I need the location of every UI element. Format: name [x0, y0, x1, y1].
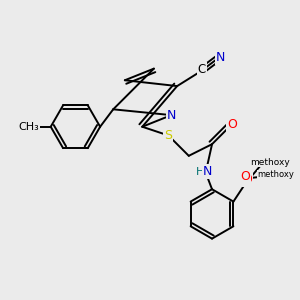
Text: N: N — [167, 109, 176, 122]
Text: H: H — [196, 167, 204, 177]
Text: O: O — [241, 170, 250, 183]
Text: C: C — [198, 63, 206, 76]
Text: O: O — [227, 118, 237, 131]
Text: N: N — [203, 165, 212, 178]
Text: S: S — [164, 129, 172, 142]
Text: CH₃: CH₃ — [19, 122, 39, 132]
Text: N: N — [216, 50, 225, 64]
Text: O: O — [242, 173, 252, 186]
Text: methoxy: methoxy — [257, 170, 294, 179]
Text: methoxy: methoxy — [250, 158, 290, 167]
